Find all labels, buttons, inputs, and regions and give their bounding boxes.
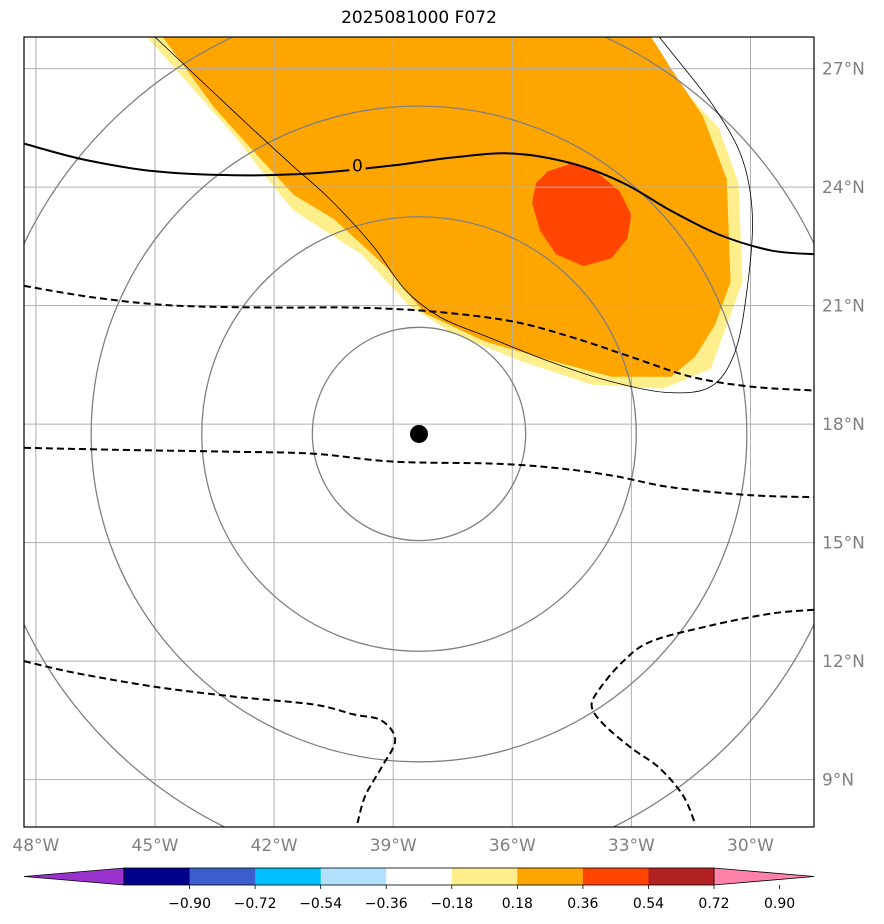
colorbar-tick-label: −0.90 xyxy=(168,896,211,912)
colorbar-tick-label: 0.18 xyxy=(502,896,533,912)
latitude-label: 9°N xyxy=(822,771,854,791)
dashed-contour-line xyxy=(24,284,814,392)
latitude-label: 15°N xyxy=(822,534,865,554)
latitude-labels: 27°N 24°N 21°N 18°N 15°N 12°N 9°N xyxy=(822,60,865,791)
map-title: 2025081000 F072 xyxy=(341,8,497,28)
range-ring xyxy=(90,105,748,763)
longitude-label: 39°W xyxy=(370,836,417,856)
longitude-label: 30°W xyxy=(727,836,774,856)
contour-label-zero: 0 xyxy=(352,156,363,176)
longitude-label: 42°W xyxy=(251,836,298,856)
dashed-contour-line xyxy=(590,608,814,824)
colorbar-segment xyxy=(451,868,518,885)
graticule xyxy=(24,37,814,827)
thin-outline-contour xyxy=(154,37,753,394)
zero-contour-line xyxy=(24,142,814,256)
longitude-label: 45°W xyxy=(132,836,179,856)
longitude-labels: 48°W 45°W 42°W 39°W 36°W 33°W 30°W xyxy=(12,836,774,856)
colorbar-segment xyxy=(582,868,649,885)
colorbar-tick-label: −0.18 xyxy=(430,896,473,912)
colorbar-extend-low xyxy=(23,867,125,886)
latitude-label: 18°N xyxy=(822,415,865,435)
colorbar-tick-label: 0.36 xyxy=(567,896,598,912)
dashed-contour-line xyxy=(24,660,397,824)
range-ring xyxy=(201,216,637,652)
contour-label-background xyxy=(349,155,366,174)
latitude-label: 12°N xyxy=(822,652,865,672)
storm-center-marker xyxy=(410,424,428,443)
colorbar-frame xyxy=(123,867,715,886)
colorbar-segment xyxy=(124,868,191,885)
colorbar-segment xyxy=(648,868,715,885)
fill-region-red xyxy=(532,163,632,267)
dashed-contour-line xyxy=(24,446,814,499)
colorbar-extend-high xyxy=(713,867,815,886)
range-rings xyxy=(24,37,814,827)
colorbar-segment xyxy=(386,868,453,885)
longitude-label: 33°W xyxy=(608,836,655,856)
range-ring xyxy=(311,326,527,542)
colorbar-tick-label: 0.72 xyxy=(698,896,729,912)
colorbar-segment xyxy=(255,868,322,885)
colorbar-segment xyxy=(517,868,584,885)
latitude-label: 27°N xyxy=(822,60,865,80)
map-frame xyxy=(23,36,815,828)
fill-region-orange xyxy=(162,37,731,377)
colorbar-tick-label: −0.54 xyxy=(299,896,342,912)
colorbar-segment xyxy=(189,868,256,885)
colorbar-tick-label: 0.54 xyxy=(633,896,664,912)
colorbar: −0.90 −0.72 −0.54 −0.36 −0.18 0.18 0.36 0.54 0.7… xyxy=(23,867,815,912)
colorbar-tick-label: −0.36 xyxy=(365,896,408,912)
shaded-field xyxy=(147,37,743,389)
contour-lines: 0 xyxy=(24,37,814,824)
longitude-label: 36°W xyxy=(489,836,536,856)
latitude-label: 24°N xyxy=(822,178,865,198)
colorbar-segment xyxy=(320,868,387,885)
colorbar-tick-label: 0.90 xyxy=(764,896,795,912)
longitude-label: 48°W xyxy=(12,836,59,856)
colorbar-tick-label: −0.72 xyxy=(234,896,277,912)
latitude-label: 21°N xyxy=(822,297,865,317)
storm-markers xyxy=(410,424,428,443)
